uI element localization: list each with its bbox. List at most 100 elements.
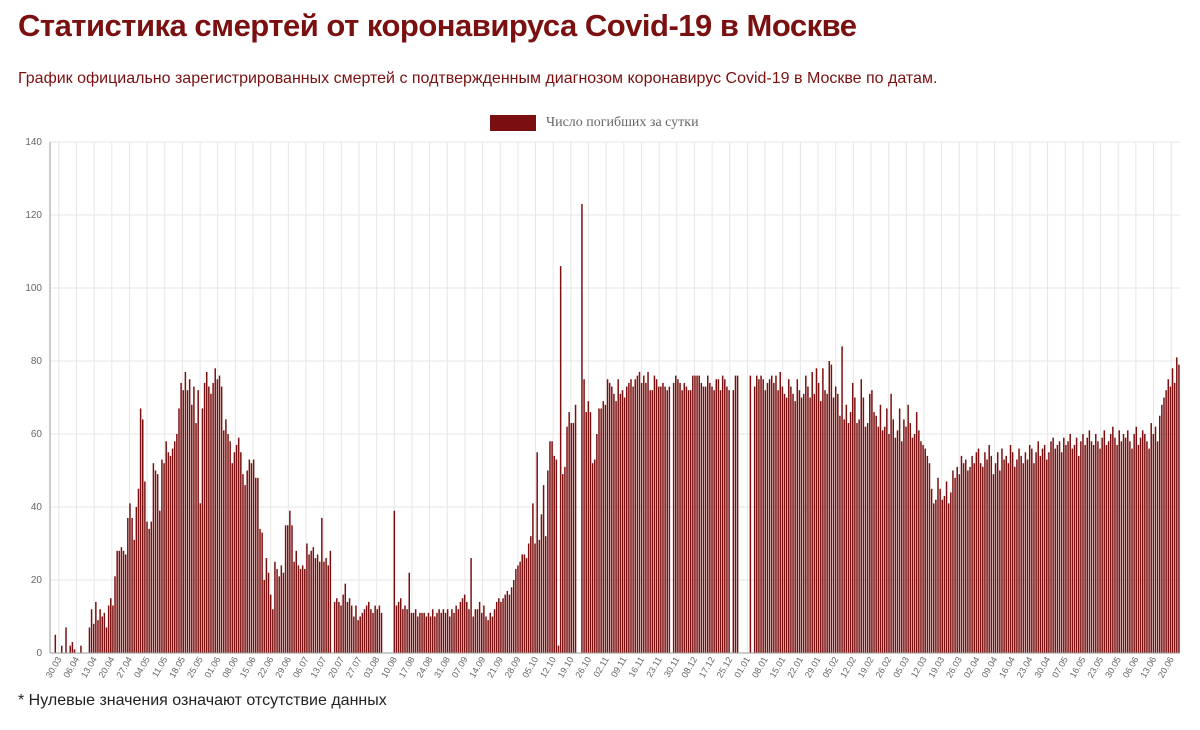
bar[interactable] bbox=[71, 642, 74, 653]
bar[interactable] bbox=[457, 609, 460, 653]
bar[interactable] bbox=[1101, 437, 1103, 653]
bar[interactable] bbox=[1139, 437, 1142, 653]
bar[interactable] bbox=[847, 423, 850, 653]
bar[interactable] bbox=[380, 612, 383, 653]
bar[interactable] bbox=[252, 459, 255, 653]
bar[interactable] bbox=[687, 390, 690, 653]
bar[interactable] bbox=[574, 404, 577, 653]
bar[interactable] bbox=[248, 459, 251, 653]
bar[interactable] bbox=[777, 390, 779, 653]
bar[interactable] bbox=[817, 382, 820, 653]
bar[interactable] bbox=[291, 525, 293, 653]
chart-legend[interactable]: Число погибших за сутки bbox=[490, 113, 699, 133]
bar[interactable] bbox=[1154, 426, 1157, 653]
bar[interactable] bbox=[909, 423, 912, 653]
bar[interactable] bbox=[728, 390, 730, 653]
bar[interactable] bbox=[1169, 386, 1172, 653]
bar[interactable] bbox=[890, 393, 892, 653]
bar[interactable] bbox=[858, 419, 860, 653]
bar[interactable] bbox=[1165, 390, 1167, 653]
bar[interactable] bbox=[581, 204, 583, 654]
bar[interactable] bbox=[775, 375, 777, 653]
bar[interactable] bbox=[794, 401, 796, 653]
bar[interactable] bbox=[461, 598, 464, 653]
bar[interactable] bbox=[630, 379, 632, 653]
bar[interactable] bbox=[892, 419, 894, 653]
bar[interactable] bbox=[214, 368, 216, 653]
bar[interactable] bbox=[681, 390, 683, 653]
bar[interactable] bbox=[841, 346, 843, 653]
bar[interactable] bbox=[971, 455, 973, 653]
bar[interactable] bbox=[133, 539, 135, 653]
bar[interactable] bbox=[717, 379, 720, 653]
bar[interactable] bbox=[197, 390, 199, 653]
bar[interactable] bbox=[551, 441, 553, 653]
bar[interactable] bbox=[805, 375, 807, 653]
bar[interactable] bbox=[1141, 430, 1144, 653]
bar[interactable] bbox=[781, 386, 784, 653]
bar[interactable] bbox=[837, 393, 839, 653]
bar[interactable] bbox=[423, 612, 425, 653]
bar[interactable] bbox=[314, 558, 317, 653]
bar[interactable] bbox=[489, 612, 492, 653]
bar[interactable] bbox=[318, 561, 321, 653]
bar[interactable] bbox=[212, 382, 214, 653]
bar[interactable] bbox=[860, 379, 863, 653]
bar[interactable] bbox=[1135, 426, 1138, 653]
bar[interactable] bbox=[623, 397, 626, 654]
bar[interactable] bbox=[242, 474, 244, 653]
bar[interactable] bbox=[886, 408, 888, 653]
bar[interactable] bbox=[427, 612, 430, 653]
bar[interactable] bbox=[1065, 444, 1067, 653]
bar[interactable] bbox=[282, 572, 285, 653]
bar[interactable] bbox=[372, 612, 374, 653]
bar[interactable] bbox=[990, 455, 993, 653]
bar[interactable] bbox=[764, 390, 767, 653]
bar[interactable] bbox=[598, 408, 600, 653]
bar[interactable] bbox=[308, 554, 310, 653]
bar[interactable] bbox=[894, 437, 897, 653]
bar[interactable] bbox=[709, 382, 711, 653]
bar[interactable] bbox=[566, 426, 568, 653]
bar[interactable] bbox=[896, 430, 899, 653]
bar[interactable] bbox=[304, 569, 306, 653]
bar[interactable] bbox=[788, 379, 790, 653]
bar[interactable] bbox=[350, 605, 353, 653]
bar[interactable] bbox=[935, 499, 937, 653]
bar[interactable] bbox=[696, 375, 698, 653]
bar[interactable] bbox=[698, 375, 700, 653]
bar[interactable] bbox=[321, 517, 323, 653]
bar[interactable] bbox=[1092, 444, 1095, 653]
bar[interactable] bbox=[500, 601, 502, 653]
bar[interactable] bbox=[689, 390, 692, 653]
bar[interactable] bbox=[370, 609, 372, 653]
bar[interactable] bbox=[346, 601, 349, 653]
bar[interactable] bbox=[1103, 430, 1106, 653]
bar[interactable] bbox=[1014, 466, 1016, 653]
bar[interactable] bbox=[920, 441, 922, 653]
bar[interactable] bbox=[864, 426, 867, 653]
bar[interactable] bbox=[237, 437, 240, 653]
bar[interactable] bbox=[498, 598, 500, 653]
bar[interactable] bbox=[932, 503, 935, 653]
bar[interactable] bbox=[1071, 448, 1074, 653]
bar[interactable] bbox=[112, 605, 114, 653]
bar[interactable] bbox=[395, 605, 398, 653]
bar[interactable] bbox=[466, 601, 468, 653]
bar[interactable] bbox=[532, 503, 534, 653]
bar[interactable] bbox=[1082, 434, 1084, 653]
bar[interactable] bbox=[412, 612, 415, 653]
bar[interactable] bbox=[105, 627, 108, 653]
bar[interactable] bbox=[229, 441, 231, 653]
bar[interactable] bbox=[169, 455, 172, 653]
bar[interactable] bbox=[824, 390, 826, 653]
bar[interactable] bbox=[338, 601, 340, 653]
bar[interactable] bbox=[431, 609, 434, 653]
bar[interactable] bbox=[1095, 434, 1097, 653]
bar[interactable] bbox=[483, 605, 485, 653]
bar[interactable] bbox=[419, 612, 421, 653]
bar[interactable] bbox=[216, 379, 219, 653]
bar[interactable] bbox=[758, 379, 760, 653]
bar[interactable] bbox=[1114, 437, 1116, 653]
bar[interactable] bbox=[875, 415, 877, 653]
